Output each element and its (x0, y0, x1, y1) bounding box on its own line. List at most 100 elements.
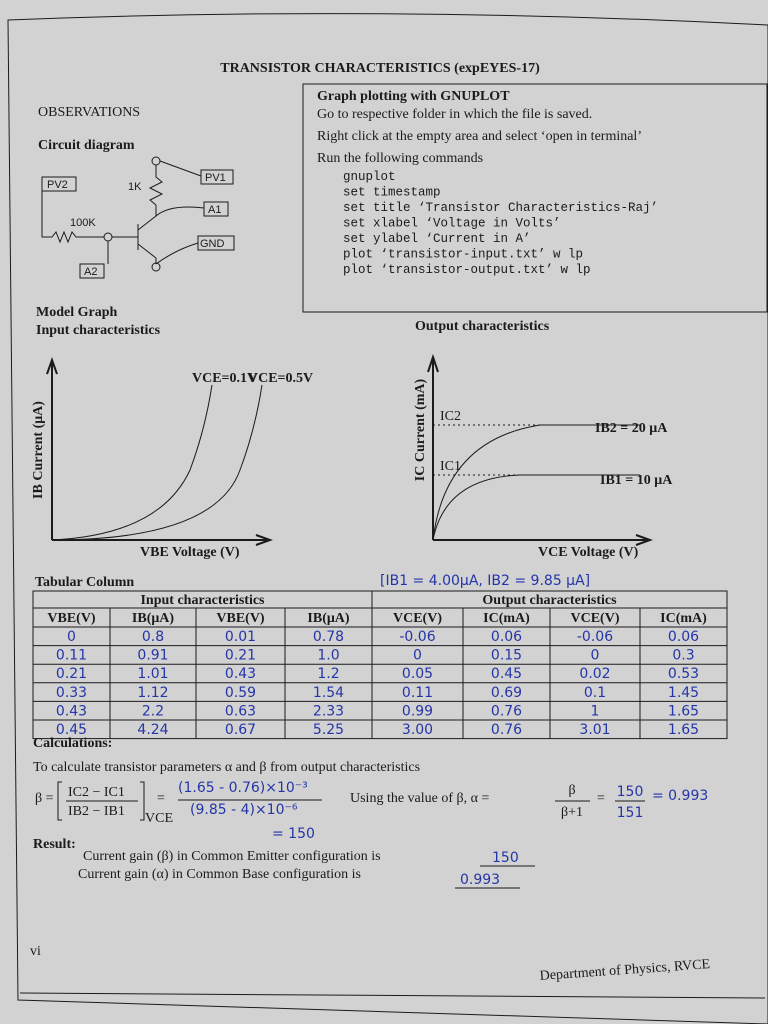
cell: 0.8 (142, 629, 164, 645)
cell: 1.12 (137, 685, 168, 701)
cell: 4.24 (137, 722, 168, 738)
cell: 0.76 (491, 703, 522, 719)
cell: 0.02 (579, 666, 610, 682)
model-graph-heading: Model Graph (36, 305, 117, 320)
label-pv2: PV2 (47, 179, 68, 191)
cell: 0.06 (668, 629, 699, 645)
equals: = (597, 791, 605, 806)
result-alpha: 0.993 (460, 872, 500, 888)
cell: 1.65 (668, 722, 699, 738)
alpha-text: Using the value of β, α = (350, 791, 489, 806)
table-border (32, 590, 728, 740)
command: plot ‘transistor-output.txt’ w lp (343, 263, 591, 277)
cell: 0 (67, 629, 76, 645)
curve-label: IB1 = 10 μA (600, 473, 673, 488)
page-number: vi (30, 944, 41, 959)
column-header: VCE(V) (571, 611, 620, 626)
instruction: Go to respective folder in which the fil… (317, 107, 592, 122)
group-header: Output characteristics (482, 593, 617, 608)
cell: 1.2 (317, 666, 339, 682)
curve-label: VCE=0.1V (192, 371, 257, 386)
command: set xlabel ‘Voltage in Volts’ (343, 217, 561, 231)
cell: 5.25 (313, 722, 344, 738)
label-100k: 100K (70, 217, 96, 229)
cell: 0.99 (402, 703, 433, 719)
x-axis-label: VBE Voltage (V) (140, 545, 240, 560)
cell: 0.45 (491, 666, 522, 682)
cell: 0.3 (672, 648, 694, 664)
output-graph (427, 353, 653, 546)
curve-label: VCE=0.5V (248, 371, 313, 386)
result-label: Result: (33, 837, 76, 852)
cell: 1 (591, 703, 600, 719)
y-axis-label: IB Current (μA) (31, 401, 46, 499)
x-axis-label: VCE Voltage (V) (538, 545, 639, 560)
beta-lhs: β = (35, 791, 54, 806)
cell: 0.69 (491, 685, 522, 701)
level-label: IC1 (440, 459, 461, 474)
cell: 2.33 (313, 703, 344, 719)
result-beta: 150 (492, 850, 519, 866)
output-title: Output characteristics (415, 319, 550, 334)
observations: OBSERVATIONS (38, 105, 140, 120)
cell: 0.11 (56, 648, 87, 664)
column-header: IB(μA) (132, 611, 174, 626)
input-title: Input characteristics (36, 323, 161, 338)
circuit-diagram (41, 156, 235, 279)
cell: 1.0 (317, 648, 339, 664)
instruction: Run the following commands (317, 151, 483, 166)
label-a2: A2 (84, 266, 97, 278)
cell: 0.43 (56, 703, 87, 719)
instruction: Right click at the empty area and select… (317, 129, 642, 144)
column-header: VCE(V) (393, 611, 442, 626)
hand-alpha: = 0.993 (652, 788, 708, 804)
label-a1: A1 (208, 204, 221, 216)
alpha-denominator: β+1 (561, 805, 583, 820)
equals: = (157, 791, 165, 806)
table-heading: Tabular Column (35, 575, 134, 590)
cell: 0.33 (56, 685, 87, 701)
curve-label: IB2 = 20 μA (595, 421, 668, 436)
result-line: Current gain (α) in Common Base configur… (78, 867, 361, 882)
command: set timestamp (343, 186, 441, 200)
footer-rule (19, 992, 766, 999)
command: plot ‘transistor-input.txt’ w lp (343, 248, 583, 262)
beta-denominator: IB2 − IB1 (68, 804, 125, 819)
cell: 0 (591, 648, 600, 664)
beta-subscript: VCE (145, 811, 173, 826)
cell: 0 (413, 648, 422, 664)
gnuplot-box (302, 83, 768, 313)
column-header: VBE(V) (216, 611, 265, 626)
cell: 0.11 (402, 685, 433, 701)
cell: 0.01 (225, 629, 256, 645)
alpha-numerator: β (568, 783, 575, 798)
cell: 0.63 (225, 703, 256, 719)
y-axis-label: IC Current (mA) (413, 378, 428, 481)
column-header: VBE(V) (47, 611, 96, 626)
cell: 0.1 (584, 685, 606, 701)
title: TRANSISTOR CHARACTERISTICS (expEYES-17) (220, 61, 540, 76)
label-pv1: PV1 (205, 172, 226, 184)
command: set title ‘Transistor Characteristics-Ra… (343, 201, 658, 215)
cell: 2.2 (142, 703, 164, 719)
gnuplot-heading: Graph plotting with GNUPLOT (317, 89, 510, 104)
bracket (57, 781, 145, 821)
label-gnd: GND (200, 238, 225, 250)
cell: 0.78 (313, 629, 344, 645)
cell: 0.67 (225, 722, 256, 738)
hand-alpha-numerator: 150 (617, 784, 644, 800)
cell: -0.06 (577, 629, 613, 645)
cell: 0.53 (668, 666, 699, 682)
cell: 0.06 (491, 629, 522, 645)
cell: -0.06 (399, 629, 435, 645)
table: Input characteristics Output characterist… (32, 590, 728, 740)
column-header: IC(mA) (483, 611, 530, 626)
beta-numerator: IC2 − IC1 (68, 785, 125, 800)
cell: 3.01 (579, 722, 610, 738)
label-1k: 1K (128, 181, 142, 193)
cell: 0.05 (402, 666, 433, 682)
cell: 0.76 (491, 722, 522, 738)
cell: 1.54 (313, 685, 344, 701)
